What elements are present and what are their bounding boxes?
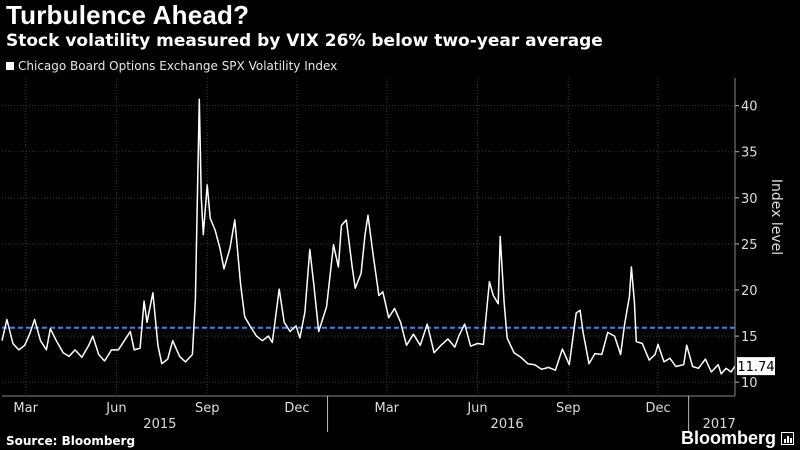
vix-series-line [1,98,736,375]
year-label: 2016 [491,417,524,432]
brand-chart-icon [781,432,794,445]
last-value-badge [737,357,775,376]
legend: Chicago Board Options Exchange SPX Volat… [6,59,337,73]
x-tick-label: Jun [466,401,487,416]
year-label: 2015 [143,417,176,432]
y-tick-label: 20 [741,284,758,299]
year-label: 2017 [703,417,736,432]
series-layer [1,98,736,375]
y-tick-label: 15 [741,330,758,345]
y-tick-label: 40 [741,100,758,115]
x-tick-label: Sep [195,401,220,416]
last-value-label: 11.74 [737,360,774,375]
x-tick-label: Jun [105,401,126,416]
y-tick-label: 10 [741,376,758,391]
x-tick-label: Dec [284,401,309,416]
brand-logo-text: Bloomberg [680,428,776,448]
legend-label: Chicago Board Options Exchange SPX Volat… [18,59,338,73]
x-tick-label: Mar [374,401,399,416]
x-tick-label: Dec [645,401,670,416]
x-tick-label: Mar [13,401,38,416]
y-tick-label: 35 [741,146,758,161]
y-axis-title: Index level [768,179,784,255]
x-tick-label: Sep [556,401,581,416]
source-note: Source: Bloomberg [6,434,136,448]
legend-swatch [6,62,14,70]
axis-layer: 10 15 20 25 30 35 40 Mar Jun Sep Dec Mar Jun Sep Dec 20… [2,78,784,432]
chart-subtitle: Stock volatility measured by VIX 26% bel… [6,31,603,51]
chart-title: Turbulence Ahead? [6,0,250,30]
y-tick-label: 30 [741,192,758,207]
grid-layer [2,78,735,396]
y-tick-label: 25 [741,238,758,253]
